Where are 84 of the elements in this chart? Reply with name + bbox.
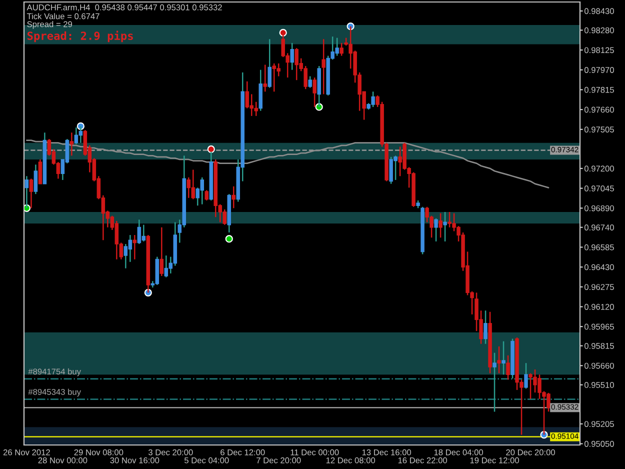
- x-tick-label: 20 Dec 20:00: [506, 449, 555, 456]
- x-tick-label: 16 Dec 22:00: [398, 457, 448, 464]
- candlestick: [142, 224, 146, 242]
- y-tick-label: 0.97045: [584, 185, 614, 192]
- x-tick-label: 6 Dec 12:00: [220, 449, 265, 456]
- candlestick: [128, 234, 132, 263]
- candlestick: [78, 126, 83, 144]
- y-tick-label: 0.95050: [584, 440, 614, 447]
- y-tick-label: 0.98125: [584, 47, 614, 54]
- candlestick: [34, 164, 38, 195]
- annotation: Spread = 29: [27, 21, 72, 29]
- candlestick: [312, 76, 316, 108]
- point: [279, 28, 287, 37]
- x-tick-label: 28 Nov 00:00: [38, 457, 88, 464]
- candlestick: [160, 226, 164, 277]
- candlestick: [164, 254, 168, 278]
- candlestick: [497, 346, 501, 374]
- candlestick: [438, 212, 442, 238]
- candlestick: [24, 176, 29, 209]
- candlestick: [186, 176, 191, 199]
- point: [207, 145, 215, 154]
- candlestick: [502, 340, 506, 376]
- y-tick-label: 0.97970: [584, 67, 614, 73]
- candlestick: [290, 42, 294, 70]
- point: [225, 235, 233, 243]
- candlestick: [29, 178, 34, 209]
- x-tick-label: 26 Nov 2012: [3, 449, 50, 456]
- point: [346, 22, 354, 30]
- x-tick-label: 18 Dec 04:00: [434, 449, 484, 456]
- candlestick: [322, 38, 326, 95]
- candlestick: [340, 42, 344, 56]
- candlestick: [137, 219, 142, 245]
- y-tick-label: 0.96740: [584, 224, 614, 230]
- x-tick-label: 13 Dec 16:00: [362, 449, 412, 456]
- candlestick: [492, 352, 496, 412]
- y-tick-label: 0.96120: [584, 304, 614, 310]
- x-tick-label: 19 Dec 12:00: [470, 457, 519, 464]
- y-tick-label: 0.96275: [584, 284, 614, 290]
- y-tick-label: 0.96890: [584, 205, 614, 212]
- candlestick: [191, 169, 196, 200]
- y-tick-label: 0.95510: [584, 382, 614, 388]
- x-tick-label: 7 Dec 20:00: [256, 457, 301, 464]
- candlestick: [308, 76, 312, 88]
- y-tick-label: 0.95965: [584, 324, 614, 330]
- ref-line-label: #8945343 buy: [28, 388, 81, 397]
- y-tick-label: 0.97505: [584, 126, 614, 132]
- candlestick: [222, 208, 227, 226]
- x-tick-label: 5 Dec 04:00: [184, 457, 229, 464]
- x-tick-label: 29 Nov 08:00: [74, 449, 124, 456]
- y-tick-label: 0.98430: [584, 8, 614, 14]
- candlestick: [434, 218, 438, 242]
- annotation: Tick Value = 0.6747: [26, 13, 100, 20]
- y-tick-label: 0.95660: [584, 362, 614, 369]
- candlestick: [70, 132, 74, 156]
- candlestick: [443, 211, 447, 242]
- candlestick: [506, 354, 510, 380]
- x-tick-label: 11 Dec 00:00: [290, 449, 339, 456]
- x-tick-label: 30 Nov 16:00: [110, 457, 160, 464]
- y-tick-label: 0.96430: [584, 264, 614, 270]
- candlestick: [124, 243, 128, 269]
- candlestick: [268, 38, 272, 88]
- y-tick-label: 0.95205: [584, 421, 614, 427]
- candlestick: [484, 310, 488, 344]
- candlestick: [524, 362, 528, 390]
- x-tick-label: 12 Dec 08:00: [326, 457, 376, 464]
- candlestick: [263, 64, 267, 92]
- y-tick-label: 0.97200: [584, 166, 614, 172]
- y-tick-label: 0.96585: [584, 244, 614, 250]
- candlestick: [204, 190, 209, 202]
- y-tick-label: 0.97815: [584, 86, 614, 93]
- candlestick: [114, 220, 119, 260]
- ref-line-label: #8941754 buy: [28, 368, 81, 376]
- candlestick: [232, 186, 236, 209]
- chart-title: AUDCHF.arm,H4 0.95438 0.95447 0.95301 0.95332: [26, 4, 222, 12]
- candlestick: [132, 234, 137, 260]
- y-tick-label: 0.98280: [584, 27, 614, 34]
- annotation: Spread: 2.9 pips: [27, 30, 133, 42]
- candlestick: [200, 176, 204, 205]
- line-series: [26, 140, 550, 188]
- candlestick: [38, 158, 42, 184]
- x-tick-label: 3 Dec 20:00: [148, 449, 193, 456]
- point: [315, 103, 323, 111]
- y-tick-label: 0.97660: [584, 106, 614, 113]
- y-tick-label: 0.95815: [584, 342, 614, 349]
